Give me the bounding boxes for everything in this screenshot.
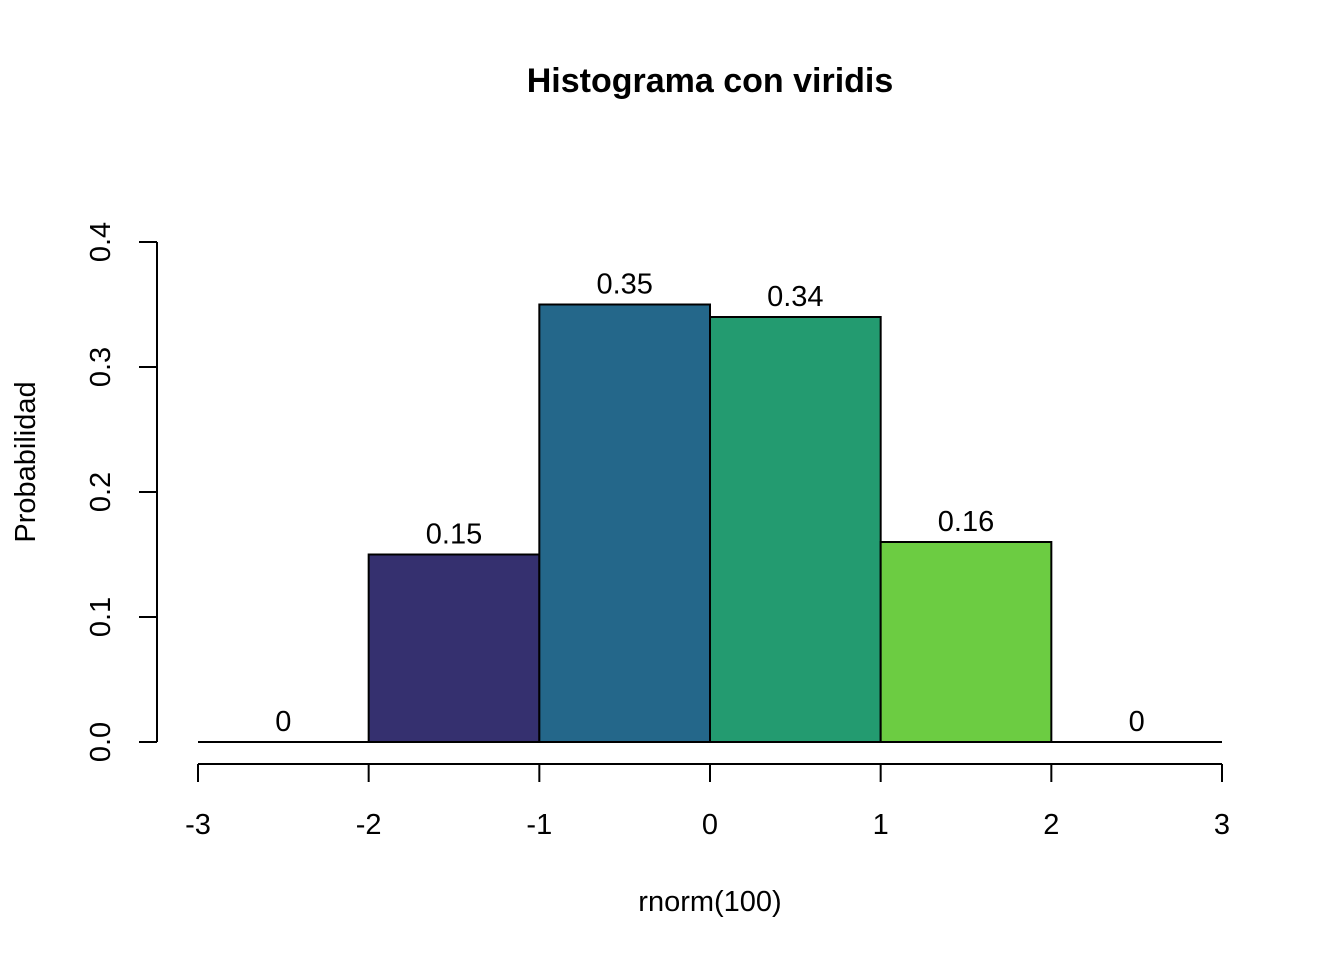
bar-value-label: 0 bbox=[1129, 706, 1145, 738]
x-axis: -3 -2 -1 0 1 2 3 bbox=[185, 763, 1230, 841]
data-labels-group: 0 0.15 0.35 0.34 0.16 0 bbox=[275, 269, 1144, 739]
histogram-bar bbox=[538, 303, 711, 743]
x-axis-label: rnorm(100) bbox=[638, 886, 781, 918]
x-tick-label: -2 bbox=[356, 809, 382, 841]
bar-value-label: 0.35 bbox=[596, 269, 652, 301]
chart-title: Histograma con viridis bbox=[527, 62, 894, 100]
y-tick-label: 0.4 bbox=[85, 222, 117, 262]
bar-value-label: 0.15 bbox=[426, 519, 482, 551]
x-tick-label: -1 bbox=[526, 809, 552, 841]
bar-value-label: 0.34 bbox=[767, 281, 823, 313]
x-tick-label: 3 bbox=[1214, 809, 1230, 841]
bar-value-label: 0 bbox=[275, 706, 291, 738]
histogram-bar bbox=[709, 316, 882, 743]
histogram-bar bbox=[879, 541, 1053, 743]
histogram-bar bbox=[367, 553, 541, 743]
y-tick-label: 0.2 bbox=[85, 472, 117, 512]
y-tick-label: 0.0 bbox=[85, 722, 117, 762]
x-tick-label: 1 bbox=[873, 809, 889, 841]
y-axis: 0.0 0.1 0.2 0.3 0.4 bbox=[85, 222, 158, 762]
y-tick-label: 0.1 bbox=[85, 597, 117, 637]
y-axis-label: Probabilidad bbox=[10, 381, 42, 542]
x-tick-label: 2 bbox=[1043, 809, 1059, 841]
bars-group bbox=[198, 303, 1222, 743]
bar-value-label: 0.16 bbox=[938, 506, 994, 538]
x-tick-label: -3 bbox=[185, 809, 211, 841]
x-tick-label: 0 bbox=[702, 809, 718, 841]
y-tick-label: 0.3 bbox=[85, 347, 117, 387]
